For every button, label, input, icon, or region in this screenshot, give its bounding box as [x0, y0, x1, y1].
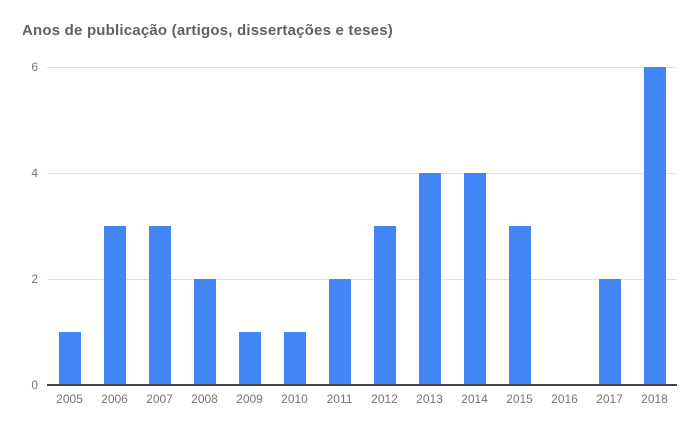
x-tick-label-2016: 2016	[551, 392, 578, 406]
y-axis-labels: 0 2 4 6	[0, 0, 38, 427]
x-tick-label-2009: 2009	[236, 392, 263, 406]
bar-2005	[58, 332, 81, 385]
bar-slot-2008	[182, 67, 227, 385]
bar-2009	[238, 332, 261, 385]
x-tick-label-2011: 2011	[326, 392, 353, 406]
x-tick-label-2014: 2014	[461, 392, 488, 406]
bar-2017	[598, 279, 621, 385]
x-axis-labels: 2005 2006 2007 2008 2009 2010 2011 2012 2013 2014…	[47, 392, 677, 406]
bar-slot-2012	[362, 67, 407, 385]
bar-2018	[643, 67, 666, 385]
bar-slot-2009	[227, 67, 272, 385]
x-tick-label-2008: 2008	[191, 392, 218, 406]
y-tick-label-0: 0	[31, 378, 38, 392]
x-tick-label-2012: 2012	[371, 392, 398, 406]
plot-area	[47, 67, 677, 386]
gridline-6	[47, 67, 677, 68]
bar-slot-2017	[587, 67, 632, 385]
bar-slot-2011	[317, 67, 362, 385]
x-tick-label-2010: 2010	[281, 392, 308, 406]
x-tick-label-2007: 2007	[146, 392, 173, 406]
bar-slot-2013	[407, 67, 452, 385]
bar-2010	[283, 332, 306, 385]
bar-slot-2007	[137, 67, 182, 385]
x-tick-label-2017: 2017	[596, 392, 623, 406]
x-tick-label-2005: 2005	[56, 392, 83, 406]
bars	[47, 67, 677, 385]
x-tick-label-2015: 2015	[506, 392, 533, 406]
bar-2015	[508, 226, 531, 385]
bar-2007	[148, 226, 171, 385]
x-axis-line	[47, 384, 677, 386]
bar-slot-2016	[542, 67, 587, 385]
bar-slot-2014	[452, 67, 497, 385]
bar-2012	[373, 226, 396, 385]
bar-slot-2010	[272, 67, 317, 385]
bar-slot-2015	[497, 67, 542, 385]
bar-slot-2005	[47, 67, 92, 385]
y-tick-label-2: 2	[31, 272, 38, 286]
bar-slot-2006	[92, 67, 137, 385]
chart-title: Anos de publicação (artigos, dissertaçõe…	[22, 22, 393, 39]
x-tick-label-2006: 2006	[101, 392, 128, 406]
x-tick-label-2013: 2013	[416, 392, 443, 406]
bar-2013	[418, 173, 441, 385]
bar-slot-2018	[632, 67, 677, 385]
gridline-2	[47, 279, 677, 280]
y-tick-label-4: 4	[31, 166, 38, 180]
bar-2006	[103, 226, 126, 385]
y-tick-label-6: 6	[31, 60, 38, 74]
gridline-4	[47, 173, 677, 174]
x-tick-label-2018: 2018	[641, 392, 668, 406]
bar-2014	[463, 173, 486, 385]
bar-2008	[193, 279, 216, 385]
bar-2011	[328, 279, 351, 385]
